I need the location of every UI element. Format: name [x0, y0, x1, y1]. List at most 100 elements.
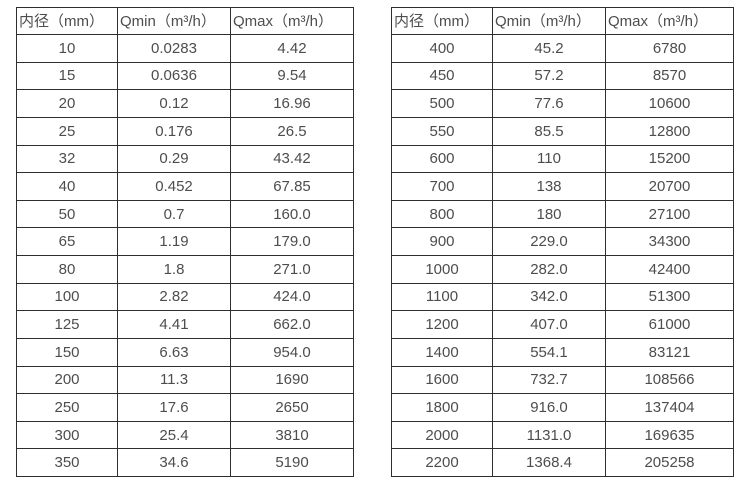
table-cell: 67.85 — [230, 172, 354, 201]
table-row: 150 6.63 954.0 — [16, 337, 354, 367]
flow-spec-table-large-diameters: 内径（mm） Qmin（m³/h） Qmax（m³/h） 400 45.2 6780 45… — [391, 7, 734, 477]
table-cell: 125 — [16, 310, 118, 339]
table-cell: 0.452 — [117, 172, 231, 201]
table-cell: 34300 — [605, 227, 734, 256]
table-cell: 250 — [16, 393, 118, 422]
table-cell: 1200 — [391, 310, 493, 339]
table-cell: 45.2 — [492, 34, 606, 63]
table-row: 25 0.176 26.5 — [16, 116, 354, 146]
table-cell: 17.6 — [117, 393, 231, 422]
column-header: Qmax（m³/h） — [605, 7, 734, 35]
table-row: 700 138 20700 — [391, 172, 734, 201]
table-cell: 554.1 — [492, 337, 606, 367]
table-row: 350 34.6 5190 — [16, 448, 354, 477]
table-cell: 0.12 — [117, 89, 231, 118]
table-row: 300 25.4 3810 — [16, 420, 354, 450]
header-row: 内径（mm） Qmin（m³/h） Qmax（m³/h） — [391, 7, 734, 35]
table-cell: 25.4 — [117, 420, 231, 450]
table-cell: 662.0 — [230, 310, 354, 339]
table-row: 15 0.0636 9.54 — [16, 61, 354, 91]
table-row: 200 11.3 1690 — [16, 365, 354, 395]
table-row: 40 0.452 67.85 — [16, 172, 354, 201]
tables-container: 内径（mm） Qmin（m³/h） Qmax（m³/h） 10 0.0283 4.42 1… — [16, 7, 734, 477]
table-cell: 0.29 — [117, 144, 231, 174]
table-cell: 2200 — [391, 448, 493, 477]
table-cell: 450 — [391, 61, 493, 91]
table-row: 550 85.5 12800 — [391, 116, 734, 146]
table-cell: 2.82 — [117, 282, 231, 312]
table-cell: 1600 — [391, 365, 493, 395]
table-cell: 282.0 — [492, 255, 606, 284]
table-cell: 16.96 — [230, 89, 354, 118]
table-cell: 800 — [391, 199, 493, 229]
table-cell: 1000 — [391, 255, 493, 284]
table-cell: 9.54 — [230, 61, 354, 91]
table-cell: 137404 — [605, 393, 734, 422]
table-cell: 700 — [391, 172, 493, 201]
table-row: 250 17.6 2650 — [16, 393, 354, 422]
table-cell: 342.0 — [492, 282, 606, 312]
table-cell: 732.7 — [492, 365, 606, 395]
table-row: 100 2.82 424.0 — [16, 282, 354, 312]
table-cell: 11.3 — [117, 365, 231, 395]
table-row: 125 4.41 662.0 — [16, 310, 354, 339]
table-row: 32 0.29 43.42 — [16, 144, 354, 174]
table-cell: 0.0636 — [117, 61, 231, 91]
table-cell: 42400 — [605, 255, 734, 284]
table-cell: 550 — [391, 116, 493, 146]
table-row: 2200 1368.4 205258 — [391, 448, 734, 477]
column-header: 内径（mm） — [16, 7, 118, 35]
table-row: 1800 916.0 137404 — [391, 393, 734, 422]
column-header: Qmax（m³/h） — [230, 7, 354, 35]
table-cell: 271.0 — [230, 255, 354, 284]
table-row: 80 1.8 271.0 — [16, 255, 354, 284]
table-row: 1000 282.0 42400 — [391, 255, 734, 284]
table-cell: 50 — [16, 199, 118, 229]
table-cell: 954.0 — [230, 337, 354, 367]
table-cell: 57.2 — [492, 61, 606, 91]
table-cell: 1368.4 — [492, 448, 606, 477]
table-cell: 1800 — [391, 393, 493, 422]
table-row: 1400 554.1 83121 — [391, 337, 734, 367]
table-cell: 200 — [16, 365, 118, 395]
table-cell: 12800 — [605, 116, 734, 146]
table-cell: 138 — [492, 172, 606, 201]
table-cell: 110 — [492, 144, 606, 174]
table-row: 1600 732.7 108566 — [391, 365, 734, 395]
table-cell: 424.0 — [230, 282, 354, 312]
column-header: Qmin（m³/h） — [492, 7, 606, 35]
table-cell: 1100 — [391, 282, 493, 312]
table-cell: 4.42 — [230, 34, 354, 63]
table-row: 500 77.6 10600 — [391, 89, 734, 118]
table-row: 50 0.7 160.0 — [16, 199, 354, 229]
table-cell: 1.19 — [117, 227, 231, 256]
table-row: 20 0.12 16.96 — [16, 89, 354, 118]
table-cell: 4.41 — [117, 310, 231, 339]
table-row: 1100 342.0 51300 — [391, 282, 734, 312]
column-header: Qmin（m³/h） — [117, 7, 231, 35]
table-row: 800 180 27100 — [391, 199, 734, 229]
table-cell: 3810 — [230, 420, 354, 450]
table-cell: 108566 — [605, 365, 734, 395]
table-cell: 0.0283 — [117, 34, 231, 63]
table-cell: 916.0 — [492, 393, 606, 422]
table-cell: 25 — [16, 116, 118, 146]
table-cell: 500 — [391, 89, 493, 118]
table-row: 2000 1131.0 169635 — [391, 420, 734, 450]
table-cell: 1400 — [391, 337, 493, 367]
table-cell: 15 — [16, 61, 118, 91]
table-cell: 2000 — [391, 420, 493, 450]
table-cell: 0.7 — [117, 199, 231, 229]
table-cell: 160.0 — [230, 199, 354, 229]
table-row: 900 229.0 34300 — [391, 227, 734, 256]
table-cell: 1.8 — [117, 255, 231, 284]
table-row: 1200 407.0 61000 — [391, 310, 734, 339]
table-cell: 229.0 — [492, 227, 606, 256]
flow-spec-table-small-diameters: 内径（mm） Qmin（m³/h） Qmax（m³/h） 10 0.0283 4.42 1… — [16, 7, 354, 477]
table-cell: 350 — [16, 448, 118, 477]
table-cell: 40 — [16, 172, 118, 201]
table-cell: 169635 — [605, 420, 734, 450]
table-cell: 61000 — [605, 310, 734, 339]
table-cell: 300 — [16, 420, 118, 450]
table-cell: 27100 — [605, 199, 734, 229]
